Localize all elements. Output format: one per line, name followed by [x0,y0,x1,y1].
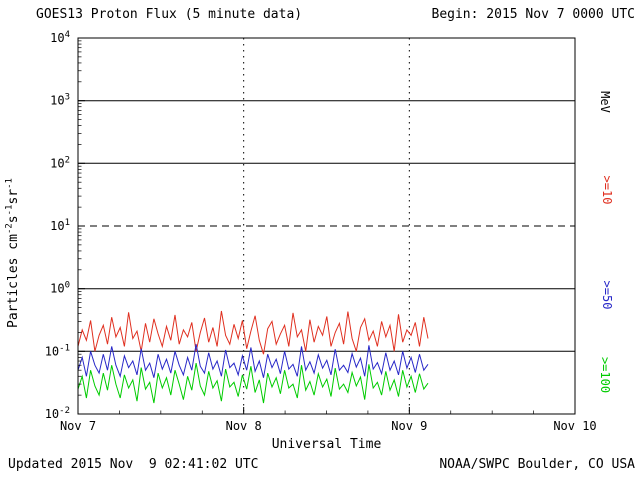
y-axis-title-part: s [6,215,21,224]
svg-text:10-1: 10-1 [45,343,70,358]
svg-text:101: 101 [50,218,70,233]
updated-timestamp: Updated 2015 Nov 9 02:41:02 UTC [8,457,259,472]
legend-label-ge10: >=10 [600,175,614,205]
legend-label-ge50: >=50 [600,280,614,310]
svg-text:103: 103 [50,93,70,108]
series-line-gege50 [77,344,429,379]
svg-text:Nov 10: Nov 10 [553,419,596,433]
begin-time-label: Begin: 2015 Nov 7 0000 UTC [431,7,636,22]
svg-text:Nov 8: Nov 8 [226,419,262,433]
y-axis-title-sup: -1 [4,178,15,189]
y-axis-title-part: sr [6,188,21,205]
svg-text:104: 104 [50,30,70,45]
unit-label-mev: MeV [598,91,612,113]
y-axis-title: Particles cm-2s-1sr-1 [4,143,22,363]
svg-text:100: 100 [50,281,70,296]
series-line-gege100 [77,363,429,404]
svg-text:Nov 9: Nov 9 [391,419,427,433]
y-axis-title-sup: -1 [4,204,15,216]
series-line-gege10 [77,310,429,355]
y-axis-title-sup: -2 [4,223,15,235]
credit-label: NOAA/SWPC Boulder, CO USA [439,457,635,472]
gridlines [78,38,575,414]
svg-text:Nov 7: Nov 7 [60,419,96,433]
axis-ticks [77,37,576,415]
legend-label-ge100: >=100 [598,356,612,394]
series-lines [77,310,429,404]
y-axis-title-part: Particles cm [6,234,21,328]
svg-text:102: 102 [50,155,70,170]
x-tick-labels: Nov 7 Nov 8 Nov 9 Nov 10 [60,419,597,433]
chart-title: GOES13 Proton Flux (5 minute data) [36,7,303,22]
x-axis-title: Universal Time [271,437,382,452]
